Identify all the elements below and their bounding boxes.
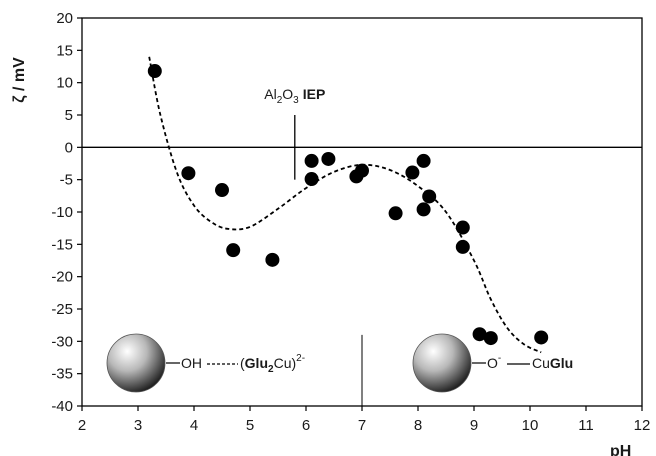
- y-tick-label: -35: [51, 366, 73, 383]
- data-point: [147, 64, 162, 79]
- data-point: [405, 165, 420, 180]
- iep-label: Al2O3 IEP: [264, 86, 325, 106]
- right-complex-label: CuGlu: [532, 355, 573, 371]
- x-tick-label: 12: [634, 417, 651, 434]
- x-axis-title: pH: [610, 443, 631, 456]
- y-tick-label: -25: [51, 301, 73, 318]
- y-tick-label: 0: [65, 139, 73, 156]
- trend-curve: [148, 56, 542, 354]
- x-tick-label: 8: [414, 417, 422, 434]
- data-point: [534, 330, 549, 345]
- data-point: [483, 331, 498, 346]
- left-complex-label: (Glu2Cu)2-: [240, 353, 305, 375]
- right-species-schematic: O- CuGlu: [412, 333, 573, 393]
- x-tick-label: 4: [190, 417, 198, 434]
- y-tick-label: -15: [51, 236, 73, 253]
- y-tick-label: 20: [56, 10, 73, 27]
- data-point: [321, 151, 336, 166]
- data-point: [355, 163, 369, 178]
- x-tick-label: 7: [358, 417, 366, 434]
- right-sphere: [412, 333, 472, 393]
- y-tick-label: -30: [51, 333, 73, 350]
- x-tick-label: 10: [522, 417, 539, 434]
- y-tick-label: -40: [51, 398, 73, 415]
- x-axis-ticks: 2 3 4 5 6 7 8 9 10 11 12: [78, 406, 651, 434]
- x-tick-label: 11: [578, 417, 594, 434]
- left-species-label: OH: [181, 355, 202, 371]
- y-tick-label: 5: [65, 107, 73, 124]
- data-point: [416, 202, 431, 217]
- y-tick-label: 10: [56, 75, 73, 92]
- data-point: [215, 183, 229, 198]
- x-tick-label: 2: [78, 417, 86, 434]
- data-point: [265, 252, 280, 267]
- y-tick-label: 15: [56, 42, 73, 59]
- data-point: [304, 153, 319, 168]
- right-oxygen-label: O-: [487, 353, 501, 371]
- data-point: [455, 220, 470, 235]
- left-species-schematic: OH (Glu2Cu)2-: [106, 333, 305, 393]
- data-point: [472, 327, 487, 342]
- y-tick-label: -10: [51, 204, 73, 221]
- x-tick-label: 5: [246, 417, 254, 434]
- data-point: [455, 239, 470, 254]
- y-tick-label: -5: [60, 172, 73, 189]
- data-points: [147, 64, 549, 346]
- x-tick-label: 3: [134, 417, 142, 434]
- data-point: [422, 189, 437, 204]
- x-tick-label: 6: [302, 417, 310, 434]
- x-tick-label: 9: [470, 417, 478, 434]
- data-point: [181, 166, 196, 181]
- y-axis-title: ζ / mV: [11, 57, 28, 103]
- data-point: [226, 243, 241, 258]
- data-point: [388, 206, 403, 221]
- y-tick-label: -20: [51, 269, 73, 286]
- data-point: [304, 172, 319, 187]
- left-sphere: [106, 333, 166, 393]
- data-point: [416, 153, 431, 168]
- y-axis-ticks: 20 15 10 5 0 -5 -10 -15 -20 -25 -30 -35 -40: [51, 10, 82, 415]
